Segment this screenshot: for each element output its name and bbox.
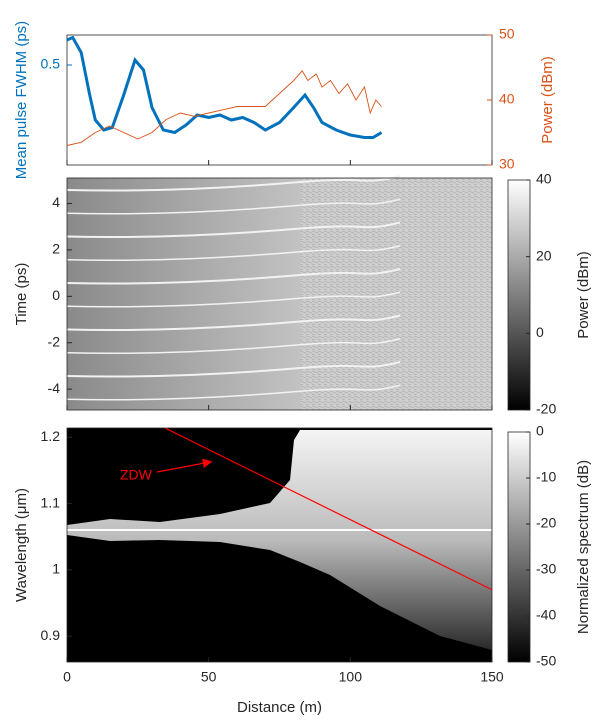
pulse-trace bbox=[66, 268, 401, 285]
y-tick-label: 2 bbox=[52, 241, 60, 257]
pulse-trace bbox=[66, 338, 401, 355]
time-heatmap bbox=[66, 175, 492, 410]
pulse-trace bbox=[66, 361, 401, 378]
pulse-trace bbox=[66, 314, 401, 332]
pulse-trace bbox=[66, 291, 401, 308]
pulse-trace bbox=[66, 384, 401, 401]
pulse-trace bbox=[66, 198, 401, 215]
y2-axis-label: Power (dBm) bbox=[539, 56, 556, 144]
colorbar-tick-label: 0 bbox=[536, 423, 544, 439]
colorbar-tick-label: -50 bbox=[536, 653, 556, 669]
axes-box bbox=[66, 34, 493, 166]
colorbar-tick-label: -40 bbox=[536, 607, 556, 623]
colorbar-tick-label: -30 bbox=[536, 561, 556, 577]
y-tick-label: 0 bbox=[52, 287, 60, 303]
annotation-arrow bbox=[156, 458, 213, 473]
x-tick-label: 150 bbox=[480, 669, 504, 685]
colorbar-label: Power (dBm) bbox=[575, 251, 592, 339]
colorbar-tick-label: 20 bbox=[536, 247, 552, 263]
y-tick-label: 0.5 bbox=[41, 56, 61, 72]
x-tick-label: 100 bbox=[339, 669, 363, 685]
zdw-line bbox=[164, 427, 493, 591]
pulse-trace bbox=[66, 175, 401, 192]
annotation: ZDW bbox=[120, 467, 153, 483]
y-tick-label: 1 bbox=[52, 561, 60, 577]
series-line bbox=[66, 35, 383, 139]
x-axis-label: Distance (m) bbox=[237, 699, 322, 716]
y-tick-label: 0.9 bbox=[41, 627, 61, 643]
y2-tick-label: 50 bbox=[499, 26, 515, 42]
y2-tick-label: 30 bbox=[499, 156, 515, 172]
axes-box bbox=[66, 177, 493, 411]
y-tick-label: 1.1 bbox=[41, 494, 61, 510]
colorbar-tick-label: 0 bbox=[536, 324, 544, 340]
pulse-trace bbox=[66, 221, 401, 239]
y-axis-label: Time (ps) bbox=[13, 263, 30, 326]
colorbar-tick-label: -10 bbox=[536, 469, 556, 485]
y-tick-label: -4 bbox=[48, 380, 61, 396]
colorbar-label: Normalized spectrum (dB) bbox=[575, 460, 592, 634]
axes-box bbox=[66, 427, 493, 663]
y-axis-label: Wavelength (μm) bbox=[13, 488, 30, 602]
x-tick-label: 50 bbox=[201, 669, 217, 685]
colorbar-tick-label: -20 bbox=[536, 401, 556, 417]
colorbar-tick-label: -20 bbox=[536, 515, 556, 531]
y-axis-label: Mean pulse FWHM (ps) bbox=[13, 21, 30, 179]
x-tick-label: 0 bbox=[63, 669, 71, 685]
y-tick-label: 1.2 bbox=[41, 428, 61, 444]
spectrum-heatmap bbox=[67, 428, 492, 662]
colorbar bbox=[507, 431, 531, 663]
y2-tick-label: 40 bbox=[499, 91, 515, 107]
series-line bbox=[66, 70, 382, 146]
colorbar-tick-label: 40 bbox=[536, 171, 552, 187]
y-tick-label: -2 bbox=[48, 333, 61, 349]
colorbar bbox=[507, 179, 531, 411]
y-tick-label: 4 bbox=[52, 194, 60, 210]
pulse-trace bbox=[66, 245, 401, 262]
